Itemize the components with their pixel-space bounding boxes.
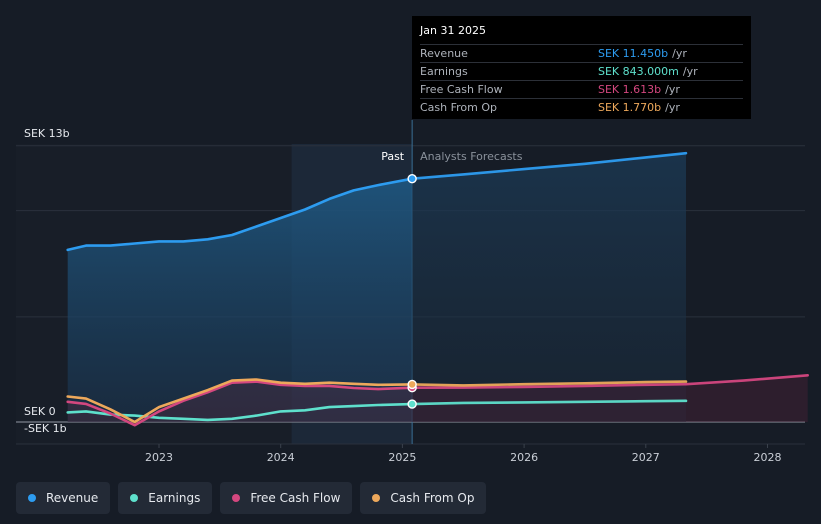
- tooltip-unit: /yr: [665, 83, 680, 96]
- free-cash-flow-forecast-line: [410, 374, 809, 389]
- legend-item-revenue[interactable]: Revenue: [16, 482, 111, 514]
- revenue-line: [66, 177, 414, 252]
- tooltip-value: SEK 843.000m: [598, 65, 679, 78]
- tooltip-value: SEK 11.450b: [598, 47, 669, 60]
- cash-from-op-marker: [407, 379, 417, 390]
- earnings-marker: [407, 399, 417, 409]
- tooltip-label: Revenue: [420, 47, 468, 60]
- free-cash-flow-line: [66, 380, 414, 427]
- y-axis-label-bottom: -SEK 1b: [24, 422, 67, 435]
- legend-label: Free Cash Flow: [250, 491, 341, 505]
- revenue-area: [67, 178, 413, 422]
- tooltip-label: Cash From Op: [420, 101, 498, 114]
- cash-from-op-forecast-line: [410, 380, 688, 387]
- legend-item-cash-from-op[interactable]: Cash From Op: [360, 482, 487, 514]
- legend-dot-icon: [130, 494, 139, 502]
- tooltip-unit: /yr: [682, 65, 698, 78]
- x-tick-label-2024: 2024: [267, 451, 295, 464]
- tooltip-row-earnings: Earnings SEK 843.000m /yr: [420, 62, 743, 80]
- x-tick-label-2025: 2025: [388, 451, 416, 464]
- tooltip-label: Earnings: [420, 65, 468, 78]
- tooltip-row-cash-from-op: Cash From Op SEK 1.770b /yr: [420, 98, 743, 116]
- legend-label: Revenue: [46, 491, 99, 505]
- revenue-forecast-area: [412, 153, 686, 422]
- y-axis-label-top: SEK 13b: [24, 127, 70, 140]
- past-label: Past: [381, 150, 405, 163]
- legend-item-free-cash-flow[interactable]: Free Cash Flow: [220, 482, 353, 514]
- legend-item-earnings[interactable]: Earnings: [118, 482, 213, 514]
- tooltip-unit: /yr: [665, 101, 680, 114]
- tooltip-row-revenue: Revenue SEK 11.450b /yr: [420, 44, 743, 62]
- x-tick-label-2023: 2023: [145, 451, 173, 464]
- revenue-forecast-line: [410, 151, 688, 180]
- forecast-label: Analysts Forecasts: [420, 150, 523, 163]
- tooltip-unit: /yr: [672, 47, 687, 60]
- x-tick-label-2027: 2027: [632, 451, 660, 464]
- legend-dot-icon: [28, 494, 36, 502]
- tooltip-value: SEK 1.613b: [598, 83, 662, 96]
- legend-dot-icon: [232, 494, 241, 502]
- y-axis-label-zero: SEK 0: [24, 405, 56, 418]
- x-tick-label-2026: 2026: [510, 451, 538, 464]
- tooltip: Jan 31 2025 Revenue SEK 11.450b /yr Earn…: [412, 16, 751, 119]
- revenue-marker: [407, 173, 417, 184]
- x-tick-label-2028: 2028: [754, 451, 782, 464]
- tooltip-value: SEK 1.770b: [598, 101, 662, 114]
- cash-from-op-line: [66, 378, 414, 424]
- legend: Revenue Earnings Free Cash Flow Cash Fro…: [16, 482, 487, 514]
- legend-dot-icon: [372, 494, 381, 502]
- tooltip-date: Jan 31 2025: [420, 24, 486, 37]
- legend-label: Cash From Op: [390, 491, 475, 505]
- tooltip-row-free-cash-flow: Free Cash Flow SEK 1.613b /yr: [420, 80, 743, 98]
- fcf-area: [67, 381, 413, 426]
- tooltip-label: Free Cash Flow: [420, 83, 503, 96]
- earnings-forecast-line: [410, 399, 688, 406]
- legend-label: Earnings: [148, 491, 201, 505]
- fcf-forecast-area: [412, 375, 808, 422]
